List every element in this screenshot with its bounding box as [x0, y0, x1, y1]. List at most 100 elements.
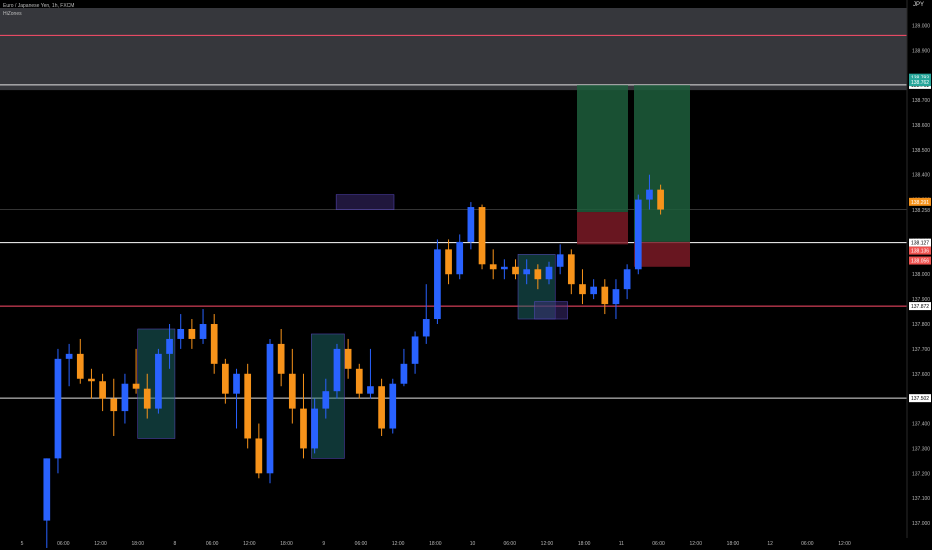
order-block [335, 194, 395, 210]
candle-body [422, 319, 430, 337]
x-tick-label: 10 [470, 541, 476, 547]
candle-body [344, 348, 352, 369]
x-tick-label: 18:00 [429, 541, 442, 547]
stop-loss-zone [577, 212, 628, 245]
x-tick-label: 06:00 [206, 541, 219, 547]
stop-loss-zone [634, 241, 690, 267]
x-tick-label: 11 [619, 541, 624, 547]
candle-body [65, 353, 73, 359]
x-tick-label: 12:00 [689, 541, 702, 547]
price-line-tag [909, 302, 931, 311]
price-line-tag-label: 137.502 [911, 396, 929, 402]
x-tick-label: 12:00 [94, 541, 107, 547]
y-tick-label: 137.700 [912, 347, 930, 353]
candle-body [43, 458, 51, 521]
symbol-title: Euro / Japanese Yen, 1h, FXCM [3, 3, 75, 9]
price-tag-label: 138.291 [911, 200, 929, 206]
x-tick-label: 06:00 [57, 541, 70, 547]
x-tick-label: 12:00 [392, 541, 405, 547]
candle-body [177, 328, 185, 339]
candle-body [545, 266, 553, 280]
candle-body [411, 336, 419, 364]
candle-body [76, 353, 84, 379]
price-tag-label: 138.136 [911, 249, 929, 255]
candle-body [54, 358, 62, 459]
candle-body [311, 408, 318, 449]
x-tick-label: 12 [767, 541, 773, 547]
price-tag [909, 73, 931, 82]
y-tick-label: 138.400 [912, 173, 930, 179]
x-tick-label: 06:00 [355, 541, 368, 547]
candle-body [255, 438, 263, 474]
candle-body [300, 408, 307, 449]
candle-body [657, 189, 664, 210]
candle-body [534, 269, 542, 280]
price-line-tag [909, 394, 931, 403]
x-tick-label: 18:00 [578, 541, 591, 547]
candle-body [288, 373, 296, 409]
x-tick-label: 06:00 [503, 541, 516, 547]
y-tick-label: 138.700 [912, 98, 930, 104]
take-profit-zone [634, 85, 690, 242]
candle-body [188, 328, 196, 339]
candle-body [646, 189, 653, 200]
y-tick-label: 137.300 [912, 446, 930, 452]
candle-body [567, 254, 575, 285]
y-tick-label: 138.900 [912, 48, 930, 54]
y-tick-label: 137.800 [912, 322, 930, 328]
candle-body [601, 286, 609, 305]
candle-body [266, 343, 274, 474]
price-line-tag [909, 238, 931, 247]
candle-body [233, 373, 240, 394]
candle-body [355, 368, 363, 394]
candle-body [110, 398, 118, 412]
y-tick-label: 137.600 [912, 372, 930, 378]
indicator-label[interactable]: HiZones [3, 11, 22, 17]
x-tick-label: 8 [174, 541, 177, 547]
price-tag [909, 197, 931, 206]
candle-body [277, 343, 285, 374]
take-profit-zone [577, 85, 628, 213]
price-line-tag-label: 137.872 [911, 304, 929, 310]
candle-body [523, 269, 531, 275]
x-tick-label: 12:00 [243, 541, 256, 547]
price-tag [909, 256, 931, 265]
candle-body [378, 386, 385, 429]
candle-body [478, 207, 486, 265]
candle-body [512, 266, 519, 275]
candle-body [166, 338, 173, 354]
price-line-tag-label: 138.127 [911, 241, 929, 247]
candle-body [456, 241, 464, 275]
candle-body [389, 383, 397, 429]
price-tag [909, 78, 931, 87]
candle-body [445, 249, 452, 275]
x-tick-label: 9 [322, 541, 325, 547]
x-tick-label: 12:00 [541, 541, 554, 547]
price-axis [907, 0, 932, 550]
y-tick-label: 138.600 [912, 123, 930, 129]
y-tick-label: 137.400 [912, 422, 930, 428]
candle-body [155, 353, 162, 409]
y-tick-label: 137.900 [912, 297, 930, 303]
candle-body [143, 388, 151, 409]
candle-body [99, 381, 106, 399]
y-tick-label: 138.258 [912, 208, 930, 214]
candle-body [322, 391, 330, 409]
x-tick-label: 18:00 [280, 541, 293, 547]
x-tick-label: 18:00 [727, 541, 740, 547]
candle-body [634, 199, 642, 270]
order-block [534, 301, 568, 320]
candle-body [210, 324, 218, 364]
price-tag-label: 138.762 [911, 80, 929, 86]
candle-body [489, 264, 497, 270]
candle-body [434, 249, 441, 320]
candle-body [400, 363, 408, 384]
candle-body [612, 289, 620, 305]
candle-body [367, 386, 374, 394]
y-tick-label: 137.200 [912, 471, 930, 477]
candle-body [579, 284, 586, 295]
y-tick-label: 137.000 [912, 521, 930, 527]
x-tick-label: 12:00 [838, 541, 851, 547]
